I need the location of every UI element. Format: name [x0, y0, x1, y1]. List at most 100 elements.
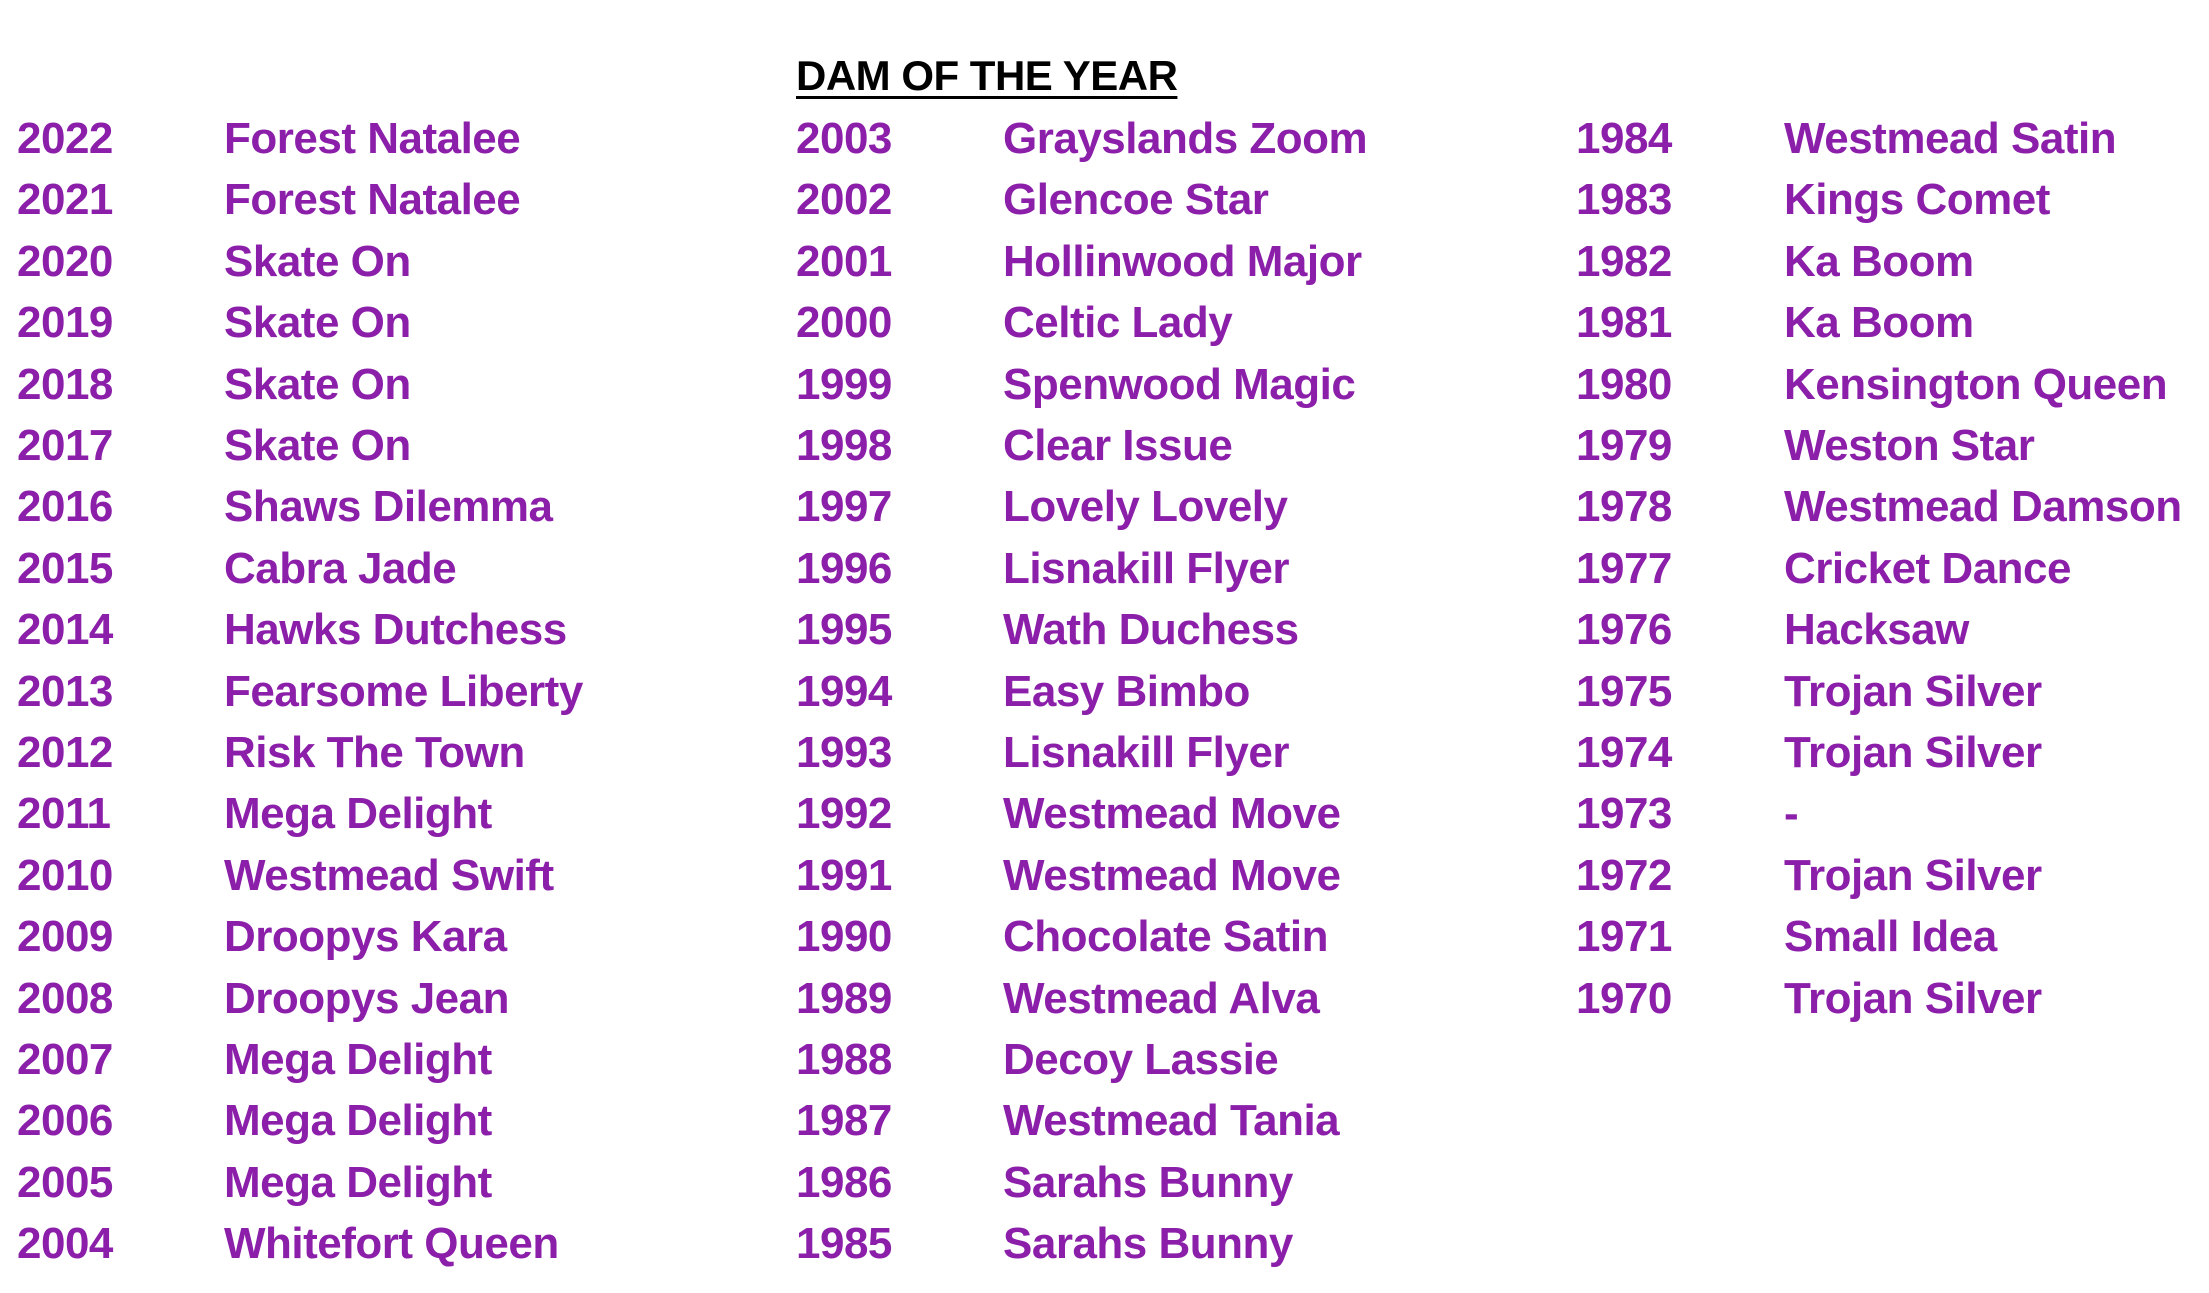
dam-name-cell: Westmead Alva — [1003, 973, 1320, 1023]
dam-name-cell: Celtic Lady — [1003, 298, 1233, 348]
dam-name-cell: Mega Delight — [224, 1157, 492, 1207]
dam-name-cell: Ka Boom — [1784, 236, 1974, 286]
year-cell: 1990 — [796, 912, 892, 962]
dam-name-cell: Chocolate Satin — [1003, 912, 1329, 962]
year-cell: 2018 — [17, 359, 113, 409]
year-cell: 1985 — [796, 1219, 892, 1269]
year-cell: 1978 — [1576, 482, 1672, 532]
dam-name-cell: Westmead Satin — [1784, 114, 2117, 163]
year-cell: 2016 — [17, 482, 113, 532]
dam-name-cell: Mega Delight — [224, 1096, 492, 1146]
year-cell: 2017 — [17, 421, 113, 470]
dam-name-cell: Trojan Silver — [1784, 973, 2042, 1023]
year-cell: 1977 — [1576, 543, 1672, 593]
dam-name-cell: Risk The Town — [224, 728, 525, 777]
dam-name-cell: Forest Natalee — [224, 114, 521, 163]
year-cell: 1992 — [796, 789, 892, 839]
dam-name-cell: Westmead Tania — [1003, 1096, 1340, 1146]
dam-name-cell: Fearsome Liberty — [224, 666, 583, 716]
dam-name-cell: Shaws Dilemma — [224, 482, 553, 532]
year-cell: 1997 — [796, 482, 892, 532]
dam-name-cell: Lovely Lovely — [1003, 482, 1288, 532]
year-cell: 2009 — [17, 912, 113, 962]
dam-name-cell: Lisnakill Flyer — [1003, 728, 1289, 777]
dam-name-cell: Skate On — [224, 236, 411, 286]
year-cell: 1973 — [1576, 789, 1672, 839]
year-cell: 2021 — [17, 175, 113, 225]
year-cell: 2012 — [17, 728, 113, 777]
year-cell: 1988 — [796, 1035, 892, 1084]
dam-name-cell: Kensington Queen — [1784, 359, 2168, 409]
year-cell: 2006 — [17, 1096, 113, 1146]
year-cell: 2011 — [17, 789, 111, 839]
dam-name-cell: Glencoe Star — [1003, 175, 1269, 225]
dam-name-cell: Hawks Dutchess — [224, 605, 567, 655]
year-cell: 1971 — [1576, 912, 1672, 962]
year-cell: 1976 — [1576, 605, 1672, 655]
year-cell: 1999 — [796, 359, 892, 409]
year-cell: 1982 — [1576, 236, 1672, 286]
dam-name-cell: Sarahs Bunny — [1003, 1157, 1293, 1207]
year-cell: 2019 — [17, 298, 113, 348]
year-cell: 1996 — [796, 543, 892, 593]
dam-name-cell: Trojan Silver — [1784, 850, 2042, 900]
dam-name-cell: Mega Delight — [224, 789, 492, 839]
dam-name-cell: Cabra Jade — [224, 543, 457, 593]
dam-name-cell: Clear Issue — [1003, 421, 1233, 470]
dam-name-cell: Droopys Jean — [224, 973, 509, 1023]
year-cell: 2020 — [17, 236, 113, 286]
page-title: DAM OF THE YEAR — [796, 52, 1178, 99]
dam-name-cell: Easy Bimbo — [1003, 666, 1250, 716]
year-cell: 2000 — [796, 298, 892, 348]
year-cell: 2005 — [17, 1157, 113, 1207]
dam-name-cell: Trojan Silver — [1784, 728, 2042, 777]
year-cell: 1984 — [1576, 114, 1672, 163]
year-cell: 1995 — [796, 605, 892, 655]
year-cell: 2014 — [17, 605, 113, 655]
dam-name-cell: Skate On — [224, 421, 411, 470]
year-cell: 2002 — [796, 175, 892, 225]
dam-name-cell: Droopys Kara — [224, 912, 507, 962]
dam-name-cell: Decoy Lassie — [1003, 1035, 1279, 1084]
dam-name-cell: Skate On — [224, 298, 411, 348]
year-cell: 2010 — [17, 850, 113, 900]
year-cell: 1998 — [796, 421, 892, 470]
year-cell: 1991 — [796, 850, 892, 900]
year-cell: 2004 — [17, 1219, 113, 1269]
year-cell: 1981 — [1576, 298, 1672, 348]
dam-name-cell: Sarahs Bunny — [1003, 1219, 1293, 1269]
year-cell: 1972 — [1576, 850, 1672, 900]
dam-name-cell: Westmead Swift — [224, 850, 554, 900]
dam-name-cell: Ka Boom — [1784, 298, 1974, 348]
year-cell: 1994 — [796, 666, 892, 716]
dam-name-cell: Weston Star — [1784, 421, 2035, 470]
dam-name-cell: Westmead Damson — [1784, 482, 2182, 532]
year-cell: 2022 — [17, 114, 113, 163]
year-cell: 1975 — [1576, 666, 1672, 716]
year-cell: 2003 — [796, 114, 892, 163]
year-cell: 2001 — [796, 236, 892, 286]
year-cell: 1983 — [1576, 175, 1672, 225]
dam-name-cell: - — [1784, 789, 1799, 839]
dam-name-cell: Grayslands Zoom — [1003, 114, 1368, 163]
dam-name-cell: Forest Natalee — [224, 175, 521, 225]
year-cell: 2008 — [17, 973, 113, 1023]
year-cell: 1987 — [796, 1096, 892, 1146]
dam-name-cell: Skate On — [224, 359, 411, 409]
year-cell: 1974 — [1576, 728, 1672, 777]
year-cell: 1989 — [796, 973, 892, 1023]
year-cell: 2015 — [17, 543, 113, 593]
dam-name-cell: Mega Delight — [224, 1035, 492, 1084]
dam-name-cell: Hollinwood Major — [1003, 236, 1362, 286]
dam-name-cell: Westmead Move — [1003, 789, 1341, 839]
dam-name-cell: Westmead Move — [1003, 850, 1341, 900]
dam-name-cell: Spenwood Magic — [1003, 359, 1356, 409]
year-cell: 1970 — [1576, 973, 1672, 1023]
year-cell: 1986 — [796, 1157, 892, 1207]
dam-name-cell: Small Idea — [1784, 912, 1997, 962]
dam-name-cell: Trojan Silver — [1784, 666, 2042, 716]
dam-name-cell: Whitefort Queen — [224, 1219, 559, 1269]
year-cell: 2013 — [17, 666, 113, 716]
dam-name-cell: Kings Comet — [1784, 175, 2050, 225]
year-cell: 2007 — [17, 1035, 113, 1084]
